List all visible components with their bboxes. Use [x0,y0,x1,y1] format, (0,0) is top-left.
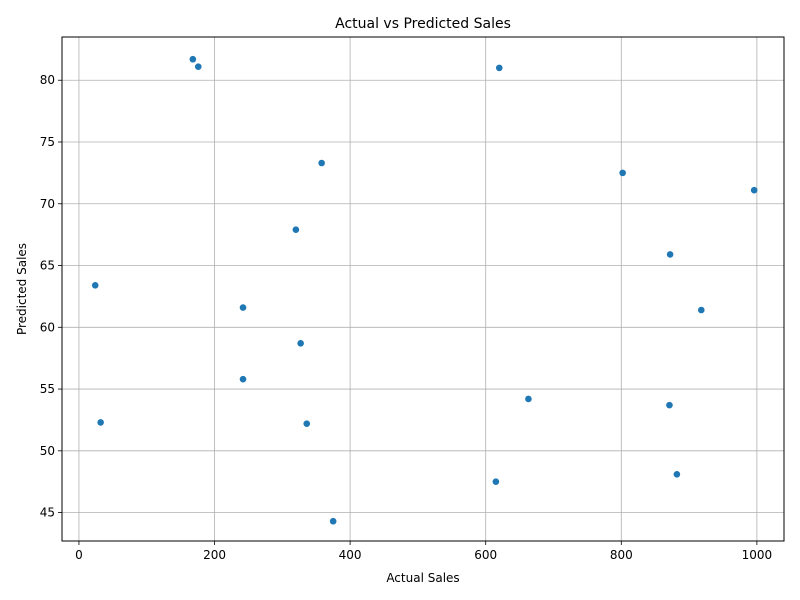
y-tick-label: 65 [40,259,55,273]
data-point [329,517,337,525]
grid-lines [62,37,784,541]
data-point [239,304,247,311]
x-axis-ticks: 0 200 400 600 800 1000 [75,541,772,562]
x-tick-label: 200 [203,548,226,562]
x-tick-label: 400 [339,548,362,562]
data-point [697,306,705,314]
data-points [91,55,758,525]
data-point [303,420,311,427]
x-axis-label: Actual Sales [386,571,459,585]
y-tick-label: 80 [40,73,55,87]
data-point [619,169,626,177]
y-tick-label: 60 [40,320,55,334]
data-point [318,159,325,167]
x-tick-label: 0 [75,548,83,562]
data-point [495,64,503,72]
data-point [91,281,99,289]
y-tick-label: 50 [40,444,55,458]
y-tick-label: 70 [40,197,55,211]
data-point [297,340,304,347]
data-point [492,478,500,486]
data-point [239,375,247,383]
data-point [189,55,197,63]
y-axis-label: Predicted Sales [15,243,29,335]
data-point [666,401,673,409]
y-axis-ticks: 45 50 55 60 65 70 75 80 [40,73,62,520]
y-tick-label: 45 [40,506,55,520]
data-point [525,395,532,403]
x-tick-label: 800 [610,548,633,562]
data-point [97,419,104,426]
data-point [666,251,674,258]
plot-frame [61,36,785,542]
data-point [750,186,758,194]
x-tick-label: 1000 [742,548,773,562]
data-point [673,470,681,478]
y-tick-label: 55 [40,382,55,396]
data-point [292,226,300,234]
data-point [194,63,202,70]
y-tick-label: 75 [40,135,55,149]
x-tick-label: 600 [474,548,497,562]
chart-title: Actual vs Predicted Sales [335,16,511,32]
